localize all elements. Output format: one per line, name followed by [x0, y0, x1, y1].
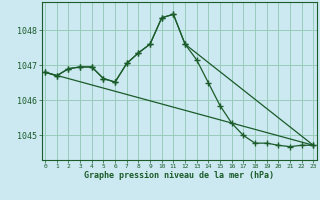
X-axis label: Graphe pression niveau de la mer (hPa): Graphe pression niveau de la mer (hPa)	[84, 171, 274, 180]
